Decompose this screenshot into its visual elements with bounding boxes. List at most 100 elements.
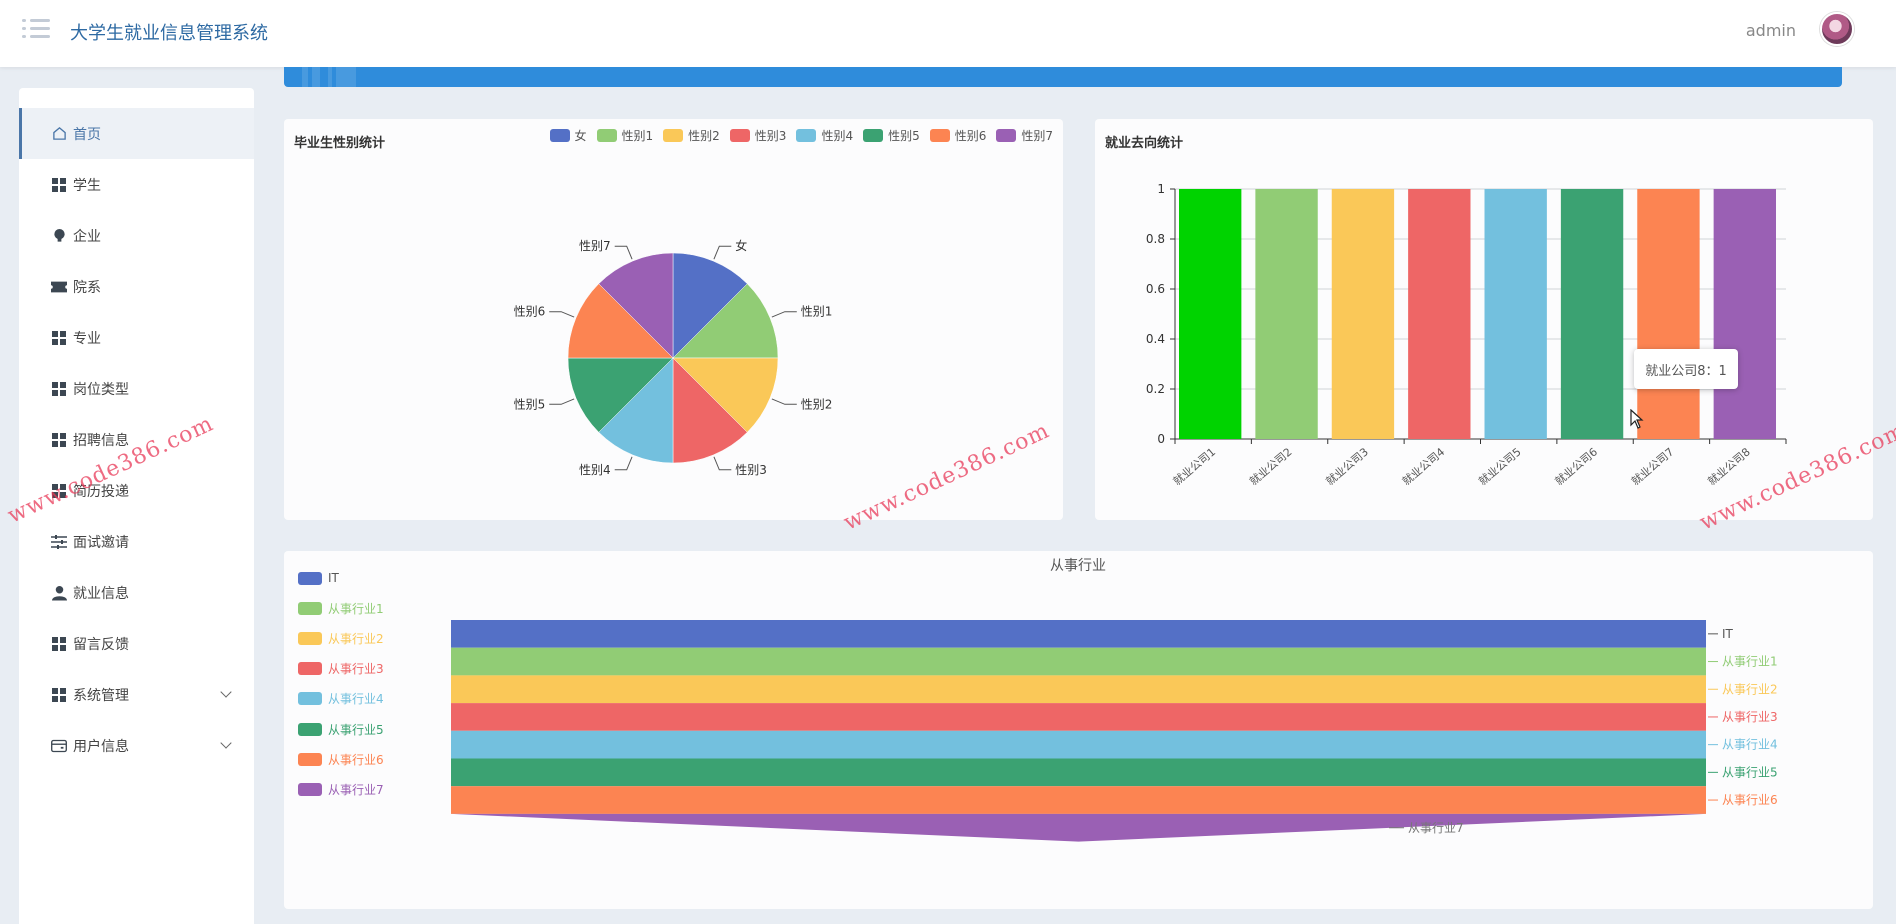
legend-item[interactable]: 从事行业2 [298, 623, 384, 653]
y-tick-label: 0 [1157, 432, 1165, 446]
legend-label: 从事行业2 [328, 631, 384, 646]
sidebar-item-user-info[interactable]: 用户信息 [19, 720, 254, 771]
bar[interactable] [1713, 189, 1776, 439]
sidebar-item-label: 留言反馈 [73, 636, 129, 653]
legend-item[interactable]: 从事行业3 [298, 654, 384, 684]
legend-swatch [996, 129, 1017, 142]
bar[interactable] [1560, 189, 1624, 439]
sidebar-item-label: 岗位类型 [73, 381, 129, 398]
sidebar-item-feedback[interactable]: 留言反馈 [19, 618, 254, 669]
employment-bar-chart: 0 0.2 0.4 0.6 0.8 1 就业公司1 就业公司2 就业公司3 就业公司4 就业公司5 就… [1146, 182, 1787, 489]
legend-swatch [298, 782, 322, 796]
sidebar-item-label: 专业 [73, 330, 101, 347]
legend-label: 从事行业4 [328, 692, 384, 707]
sidebar-item-students[interactable]: 学生 [19, 159, 254, 210]
legend-item[interactable]: 性别7 [996, 127, 1053, 144]
employment-chart-card: 就业去向统计 0 0.2 0.4 0.6 0.8 1 就业公司1 就业公司2 就业公司3 就业公司… [1095, 119, 1873, 520]
legend-item[interactable]: IT [298, 563, 384, 593]
menu-toggle-icon[interactable] [22, 16, 50, 42]
pie-label: 女 [735, 238, 747, 253]
funnel-segment[interactable] [451, 620, 1706, 648]
legend-swatch [729, 129, 750, 142]
legend-item[interactable]: 性别5 [863, 127, 920, 144]
funnel-label: IT [1722, 627, 1734, 641]
sidebar-item-companies[interactable]: 企业 [19, 210, 254, 261]
legend-item[interactable]: 从事行业4 [298, 684, 384, 714]
grid-icon [51, 381, 67, 397]
avatar[interactable] [1820, 12, 1854, 46]
bulb-icon [51, 228, 67, 244]
y-tick-label: 0.8 [1146, 232, 1165, 246]
sidebar-item-label: 系统管理 [73, 687, 129, 704]
sidebar-nav: 首页 学生 企业 院系 专业 岗位类型 招聘信息 [19, 108, 254, 771]
funnel-segment[interactable] [451, 730, 1706, 759]
legend-label: 从事行业6 [328, 752, 384, 767]
pie-slice[interactable] [598, 357, 674, 464]
x-tick-label: 就业公司7 [1628, 445, 1676, 489]
sidebar-item-job-types[interactable]: 岗位类型 [19, 363, 254, 414]
sidebar-item-interviews[interactable]: 面试邀请 [19, 516, 254, 567]
bar[interactable] [1331, 189, 1395, 439]
legend-item[interactable]: 性别4 [796, 127, 853, 144]
banner [284, 67, 1842, 87]
legend-item[interactable]: 从事行业6 [298, 744, 384, 774]
sidebar-item-majors[interactable]: 专业 [19, 312, 254, 363]
sidebar-item-home[interactable]: 首页 [19, 108, 254, 159]
sidebar-item-recruitment[interactable]: 招聘信息 [19, 414, 254, 465]
funnel-segment[interactable] [451, 758, 1706, 787]
sidebar-item-employment[interactable]: 就业信息 [19, 567, 254, 618]
industry-chart-legend: IT 从事行业1 从事行业2 从事行业3 从事行业4 从事行业5 从事行业6 从事行业7 [298, 563, 384, 805]
legend-item[interactable]: 性别1 [596, 127, 653, 144]
pie-slice[interactable] [672, 357, 748, 464]
sidebar-item-system-management[interactable]: 系统管理 [19, 669, 254, 720]
sidebar-item-departments[interactable]: 院系 [19, 261, 254, 312]
sidebar-item-label: 企业 [73, 228, 101, 245]
funnel-segment[interactable] [451, 675, 1706, 704]
pie-label: 性别5 [514, 397, 546, 411]
legend-item[interactable]: 性别3 [729, 127, 786, 144]
funnel-segment[interactable] [451, 813, 1706, 842]
bar[interactable] [1484, 189, 1547, 439]
bar[interactable] [1179, 189, 1242, 439]
legend-item[interactable]: 从事行业5 [298, 714, 384, 744]
grid-icon [51, 483, 67, 499]
grid-icon [51, 177, 67, 193]
pie-label-line [549, 398, 575, 405]
funnel-label: 从事行业5 [1722, 765, 1778, 779]
sidebar-item-label: 面试邀请 [73, 534, 129, 551]
sidebar-item-resume-delivery[interactable]: 简历投递 [19, 465, 254, 516]
grid-icon [51, 330, 67, 346]
y-tick-label: 0.6 [1146, 282, 1165, 296]
pie-label-line [614, 456, 633, 471]
legend-swatch [596, 129, 617, 142]
legend-item[interactable]: 性别2 [663, 127, 720, 144]
mouse-cursor-icon [1630, 409, 1644, 429]
legend-item[interactable]: 女 [549, 127, 587, 144]
pie-slice[interactable] [672, 252, 748, 359]
pie-slice[interactable] [672, 283, 779, 359]
chart-tooltip: 就业公司8：1 [1634, 349, 1738, 389]
pie-label: 性别3 [735, 463, 767, 477]
grid-icon [51, 636, 67, 652]
pie-slice[interactable] [672, 357, 779, 433]
legend-label: IT [328, 571, 339, 586]
bar[interactable] [1255, 189, 1318, 439]
industry-funnel-chart: 从事行业 IT 从事行业1 从事行业2 从事行业3 从事行业4 从事行业5 从事行业6 从事行业… [451, 558, 1778, 842]
pie-slice[interactable] [598, 252, 674, 359]
funnel-segment[interactable] [451, 647, 1706, 676]
funnel-label: 从事行业1 [1722, 655, 1778, 669]
legend-item[interactable]: 从事行业1 [298, 593, 384, 623]
funnel-label: 从事行业4 [1722, 738, 1778, 752]
bar[interactable] [1637, 189, 1700, 439]
funnel-label: 从事行业3 [1722, 710, 1778, 724]
funnel-segment[interactable] [451, 786, 1706, 814]
legend-item[interactable]: 从事行业7 [298, 774, 384, 804]
pie-slice[interactable] [567, 357, 674, 433]
funnel-segment[interactable] [451, 703, 1706, 731]
bar[interactable] [1408, 189, 1471, 439]
user-name[interactable]: admin [1745, 21, 1796, 40]
pie-slice[interactable] [567, 283, 674, 359]
app-title: 大学生就业信息管理系统 [70, 23, 268, 44]
legend-item[interactable]: 性别6 [929, 127, 986, 144]
pie-label: 性别4 [579, 463, 611, 477]
